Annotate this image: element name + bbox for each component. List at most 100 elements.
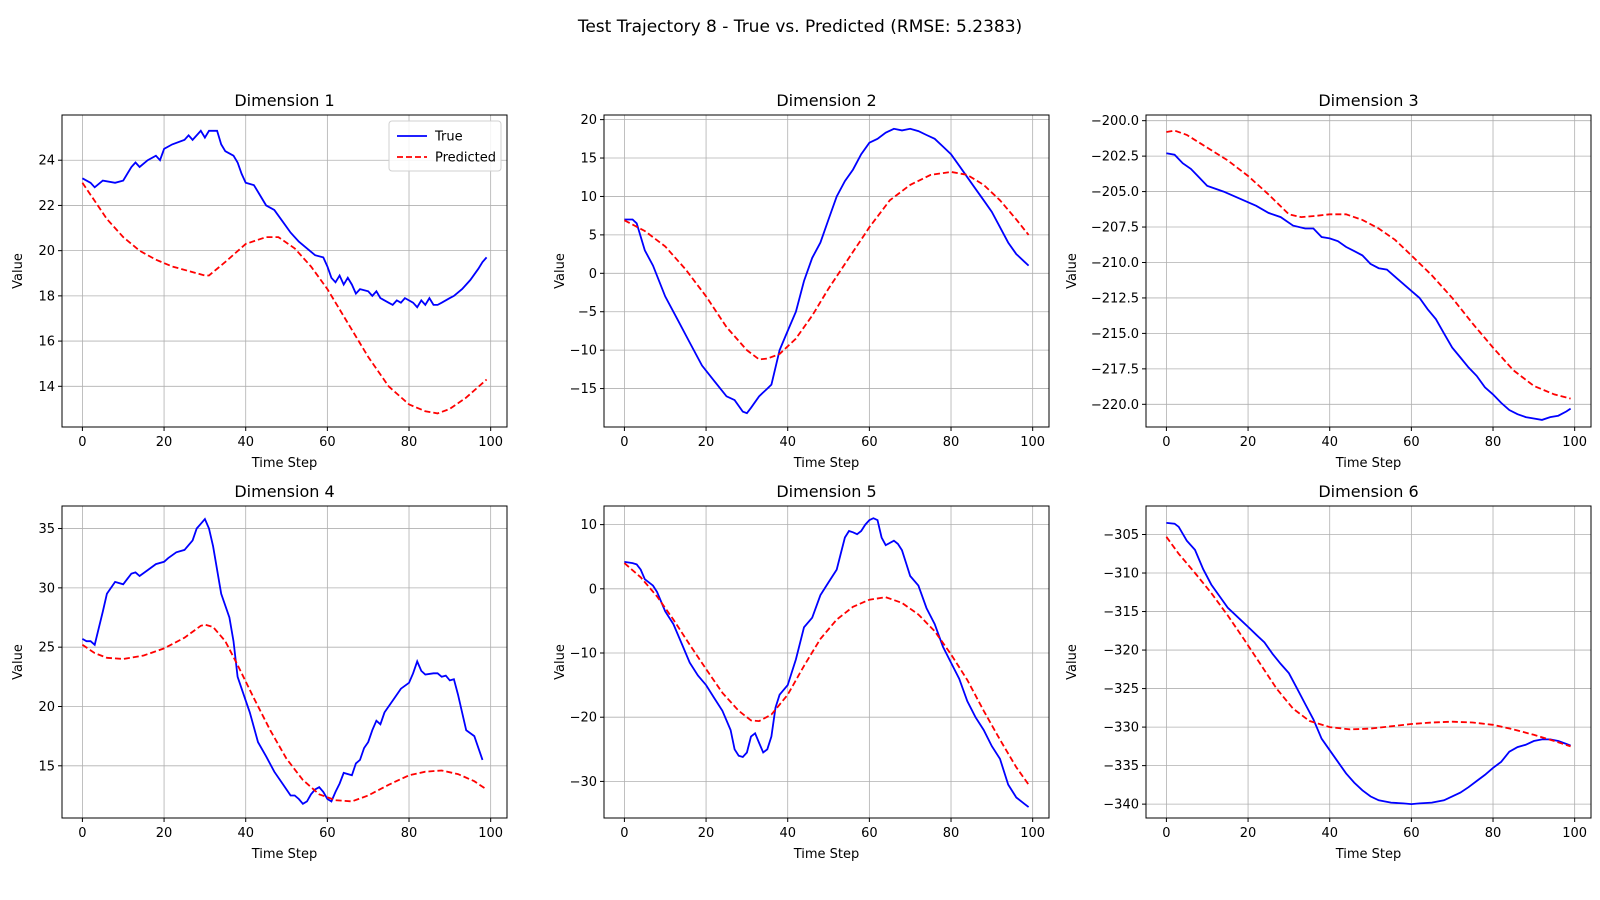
- plot-frame: [61, 505, 508, 819]
- x-tick-label: 80: [1485, 826, 1502, 841]
- x-tick-label: 100: [1562, 435, 1587, 450]
- series-predicted-line: [1166, 129, 1571, 400]
- y-tick-label: 15: [580, 152, 597, 167]
- x-tick-label: 80: [1485, 435, 1502, 450]
- x-tick-label: 100: [1020, 826, 1045, 841]
- x-tick-label: 20: [698, 435, 715, 450]
- x-tick-label: 100: [478, 435, 503, 450]
- y-tick-label: 0: [589, 582, 597, 597]
- x-tick-label: 40: [779, 435, 796, 450]
- subplot-title: Dimension 3: [1318, 91, 1418, 110]
- subplot-4: 0 20 40 60 80 100 15 20 25 30 35 Dimension 4 Time St…: [11, 482, 508, 862]
- y-tick-label: −320: [1103, 644, 1139, 659]
- y-tick-label: 30: [38, 581, 55, 596]
- y-tick-label: 14: [38, 380, 55, 395]
- series-predicted-line: [623, 562, 1030, 786]
- y-axis-label: Value: [11, 644, 26, 680]
- legend-box: [388, 120, 502, 172]
- x-tick-label: 80: [943, 826, 960, 841]
- series-predicted-line: [81, 623, 488, 803]
- y-tick-label: 20: [580, 113, 597, 128]
- x-tick-label: 40: [237, 435, 254, 450]
- plot-frame: [603, 114, 1050, 428]
- plot-frame: [1145, 505, 1592, 819]
- x-tick-label: 40: [779, 826, 796, 841]
- y-tick-label: 5: [589, 228, 597, 243]
- y-tick-label: −5: [578, 305, 597, 320]
- x-axis-label: Time Step: [793, 847, 860, 862]
- x-axis-label: Time Step: [251, 456, 318, 471]
- x-tick-label: 100: [478, 826, 503, 841]
- y-tick-label: −340: [1103, 798, 1139, 813]
- y-tick-label: 18: [38, 289, 55, 304]
- y-tick-label: 16: [38, 335, 55, 350]
- series-predicted-line: [81, 182, 488, 415]
- x-tick-label: 20: [698, 826, 715, 841]
- y-tick-label: −315: [1103, 605, 1139, 620]
- series-predicted-line: [623, 170, 1030, 361]
- y-tick-label: −325: [1103, 682, 1139, 697]
- y-tick-label: 0: [589, 267, 597, 282]
- y-tick-label: −210.0: [1091, 256, 1139, 271]
- y-tick-label: −310: [1103, 567, 1139, 582]
- subplot-1: 0 20 40 60 80 100 14 16 18 20 22 24 Dimension 1 Time …: [11, 91, 508, 471]
- x-tick-label: 0: [620, 435, 628, 450]
- x-tick-label: 20: [156, 435, 173, 450]
- x-tick-label: 0: [620, 826, 628, 841]
- series-true-line: [1166, 522, 1571, 806]
- y-tick-label: −207.5: [1091, 221, 1139, 236]
- x-tick-label: 0: [1162, 826, 1170, 841]
- x-tick-label: 60: [1403, 435, 1420, 450]
- x-axis-label: Time Step: [793, 456, 860, 471]
- x-tick-label: 0: [78, 435, 86, 450]
- y-tick-label: −30: [570, 775, 597, 790]
- x-tick-label: 60: [319, 826, 336, 841]
- x-tick-label: 60: [861, 435, 878, 450]
- x-tick-label: 20: [1240, 826, 1257, 841]
- y-tick-label: 20: [38, 244, 55, 259]
- y-tick-label: 35: [38, 522, 55, 537]
- x-tick-label: 100: [1562, 826, 1587, 841]
- y-tick-label: 15: [38, 759, 55, 774]
- x-tick-label: 80: [401, 826, 418, 841]
- y-tick-label: 22: [38, 199, 55, 214]
- x-tick-label: 20: [1240, 435, 1257, 450]
- plot-frame: [61, 114, 508, 428]
- plot-frame: [603, 505, 1050, 819]
- y-tick-label: −15: [570, 382, 597, 397]
- x-tick-label: 60: [319, 435, 336, 450]
- x-tick-label: 40: [237, 826, 254, 841]
- y-tick-label: −215.0: [1091, 327, 1139, 342]
- x-tick-label: 0: [1162, 435, 1170, 450]
- y-tick-label: −220.0: [1091, 398, 1139, 413]
- y-tick-label: −20: [570, 711, 597, 726]
- series-true-line: [1166, 152, 1572, 421]
- series-predicted-line: [1165, 536, 1571, 748]
- series-true-line: [81, 129, 488, 309]
- y-tick-label: −200.0: [1091, 114, 1139, 129]
- x-axis-label: Time Step: [251, 847, 318, 862]
- y-tick-label: −330: [1103, 721, 1139, 736]
- y-tick-label: −10: [570, 344, 597, 359]
- y-tick-label: 10: [580, 518, 597, 533]
- subplot-title: Dimension 6: [1318, 482, 1418, 501]
- subplot-title: Dimension 1: [234, 91, 334, 110]
- x-tick-label: 40: [1321, 435, 1338, 450]
- subplot-6: 0 20 40 60 80 100 −305 −310 −315 −320 −325 −330 −335…: [1065, 482, 1592, 862]
- x-tick-label: 80: [943, 435, 960, 450]
- y-tick-label: −202.5: [1091, 150, 1139, 165]
- y-axis-label: Value: [553, 253, 568, 289]
- y-tick-label: 24: [38, 154, 55, 169]
- subplot-title: Dimension 5: [776, 482, 876, 501]
- y-tick-label: 25: [38, 641, 55, 656]
- y-tick-label: −212.5: [1091, 291, 1139, 306]
- subplot-5: 0 20 40 60 80 100 −30 −20 −10 0 10 Dimension 5 Time …: [553, 482, 1050, 862]
- y-tick-label: −217.5: [1091, 362, 1139, 377]
- y-axis-label: Value: [11, 253, 26, 289]
- x-tick-label: 0: [78, 826, 86, 841]
- x-tick-label: 20: [156, 826, 173, 841]
- series-true-line: [624, 127, 1030, 415]
- y-axis-label: Value: [1065, 253, 1080, 289]
- y-tick-label: 10: [580, 190, 597, 205]
- legend-label-true: True: [434, 130, 463, 145]
